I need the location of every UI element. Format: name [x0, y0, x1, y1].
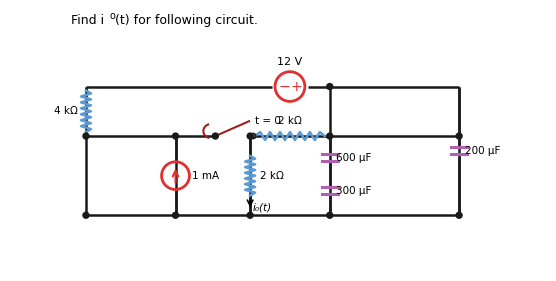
Circle shape	[172, 133, 178, 139]
Circle shape	[327, 133, 332, 139]
Circle shape	[83, 133, 89, 139]
Text: o: o	[110, 11, 116, 21]
Text: −: −	[278, 80, 290, 94]
Circle shape	[327, 212, 332, 218]
Text: Find i: Find i	[71, 14, 104, 27]
Text: t = 0: t = 0	[255, 116, 281, 126]
Text: 1 mA: 1 mA	[192, 171, 220, 181]
Circle shape	[83, 212, 89, 218]
Text: (t) for following circuit.: (t) for following circuit.	[115, 14, 257, 27]
Text: i₀(t): i₀(t)	[253, 202, 272, 212]
Text: 300 μF: 300 μF	[336, 185, 371, 196]
Circle shape	[247, 133, 253, 139]
Text: 2 kΩ: 2 kΩ	[278, 116, 302, 126]
Circle shape	[212, 133, 219, 139]
Text: 12 V: 12 V	[277, 57, 302, 67]
Text: 2 kΩ: 2 kΩ	[260, 171, 284, 181]
Circle shape	[327, 83, 332, 90]
Text: 4 kΩ: 4 kΩ	[54, 106, 78, 116]
Text: 200 μF: 200 μF	[465, 146, 500, 156]
Text: 600 μF: 600 μF	[336, 153, 371, 163]
Circle shape	[456, 212, 462, 218]
Circle shape	[172, 212, 178, 218]
Text: +: +	[290, 80, 302, 94]
Circle shape	[247, 212, 253, 218]
Circle shape	[456, 133, 462, 139]
